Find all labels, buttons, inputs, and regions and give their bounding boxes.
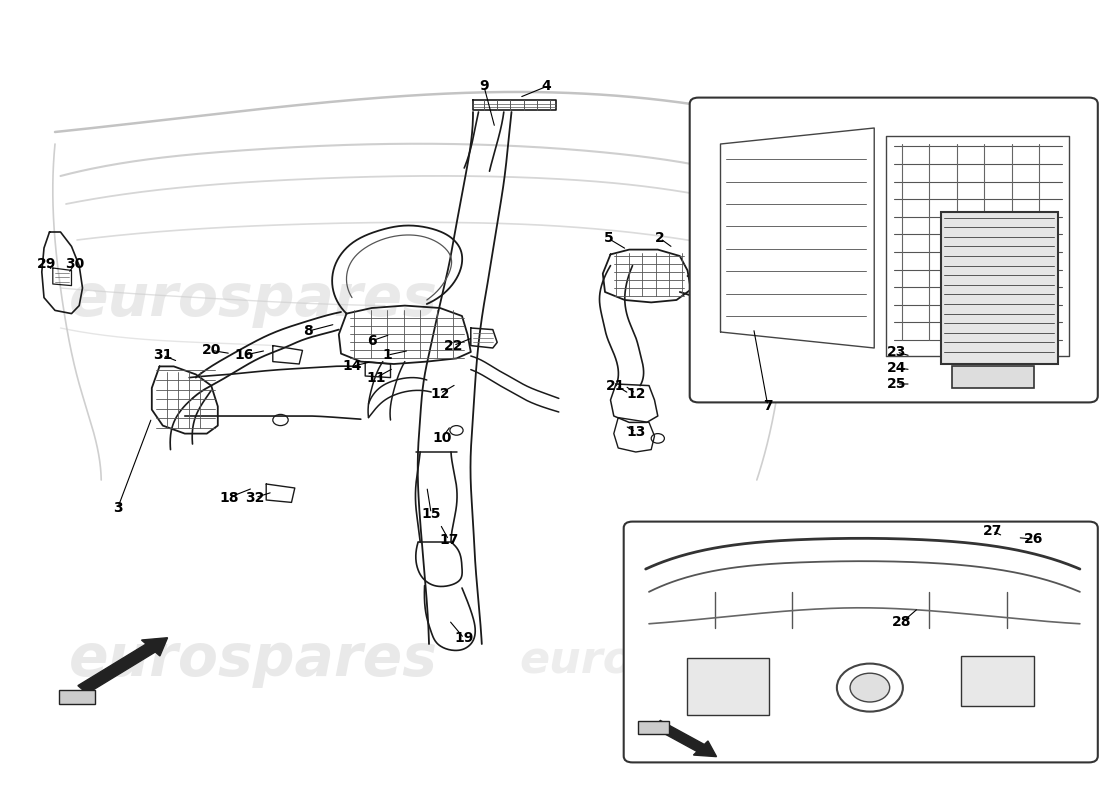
Text: 8: 8 (304, 324, 312, 338)
Text: eurospares: eurospares (519, 638, 801, 682)
Text: 9: 9 (480, 79, 488, 94)
Text: 4: 4 (542, 79, 551, 94)
Circle shape (850, 674, 890, 702)
Text: eurospares: eurospares (68, 631, 438, 689)
Text: 27: 27 (982, 524, 1002, 538)
Text: 15: 15 (421, 506, 441, 521)
Text: 17: 17 (439, 533, 459, 547)
Text: 14: 14 (342, 359, 362, 374)
Text: 28: 28 (892, 615, 912, 630)
Text: 11: 11 (366, 370, 386, 385)
FancyBboxPatch shape (624, 522, 1098, 762)
Text: 12: 12 (626, 386, 646, 401)
Text: 3: 3 (113, 501, 122, 515)
Bar (953, 366, 1034, 388)
FancyArrow shape (78, 638, 167, 694)
Text: 6: 6 (367, 334, 376, 348)
Text: 2: 2 (656, 231, 664, 246)
Text: 13: 13 (626, 425, 646, 439)
Text: 21: 21 (606, 378, 626, 393)
Text: 18: 18 (219, 490, 239, 505)
Bar (638, 721, 669, 734)
Text: 12: 12 (430, 386, 450, 401)
Text: 7: 7 (763, 398, 772, 413)
Text: 23: 23 (887, 345, 906, 359)
Text: 10: 10 (432, 430, 452, 445)
FancyArrow shape (653, 721, 716, 757)
Text: 26: 26 (1024, 532, 1044, 546)
Text: 31: 31 (153, 348, 173, 362)
Text: 1: 1 (383, 348, 392, 362)
Bar (940, 212, 1058, 364)
Bar (688, 658, 769, 715)
Text: eurospares: eurospares (68, 271, 438, 329)
Bar (961, 656, 1034, 706)
Text: 29: 29 (36, 257, 56, 271)
Bar (59, 690, 95, 704)
Text: 5: 5 (604, 231, 613, 246)
Text: 20: 20 (201, 343, 221, 358)
Text: 32: 32 (245, 490, 265, 505)
Text: 22: 22 (443, 338, 463, 353)
Text: 16: 16 (234, 348, 254, 362)
Text: 25: 25 (887, 377, 906, 391)
Text: 19: 19 (454, 631, 474, 646)
Text: 24: 24 (887, 361, 906, 375)
Text: 30: 30 (65, 257, 85, 271)
FancyBboxPatch shape (690, 98, 1098, 402)
